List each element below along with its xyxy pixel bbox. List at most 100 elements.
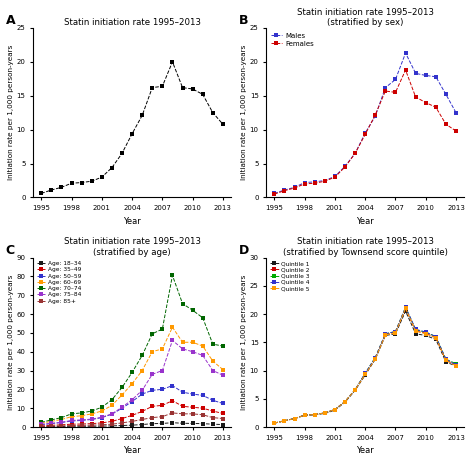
Quintile 1	[433, 337, 439, 342]
Quintile 3	[352, 387, 358, 393]
Quintile 5	[292, 416, 297, 421]
Age: 75–84: (2.01e+03, 40): 75–84: (2.01e+03, 40)	[190, 349, 195, 355]
Quintile 1	[373, 357, 378, 362]
Age: 75–84: (2e+03, 2): 75–84: (2e+03, 2)	[48, 420, 54, 426]
Age: 18–34: (2e+03, 0.4): 18–34: (2e+03, 0.4)	[79, 424, 84, 429]
Age: 75–84: (2e+03, 7): 75–84: (2e+03, 7)	[109, 411, 115, 417]
Age: 70–74: (2e+03, 14.5): 70–74: (2e+03, 14.5)	[109, 397, 115, 402]
Age: 75–84: (2.01e+03, 30): 75–84: (2.01e+03, 30)	[160, 368, 165, 373]
Age: 35–49: (2.01e+03, 11): 35–49: (2.01e+03, 11)	[180, 404, 185, 409]
Age: 60–69: (2.01e+03, 43): 60–69: (2.01e+03, 43)	[200, 343, 206, 349]
Age: 70–74: (2e+03, 29): 70–74: (2e+03, 29)	[129, 369, 135, 375]
Legend: Age: 18–34, Age: 35–49, Age: 50–59, Age: 60–69, Age: 70–74, Age: 75–84, Age: 85+: Age: 18–34, Age: 35–49, Age: 50–59, Age:…	[36, 260, 82, 304]
Quintile 5	[352, 387, 358, 393]
Line: Quintile 3: Quintile 3	[273, 306, 457, 425]
Quintile 3	[282, 418, 287, 424]
Quintile 3	[332, 407, 338, 412]
Quintile 3	[413, 327, 419, 332]
Females	[433, 105, 439, 110]
Quintile 2	[383, 332, 388, 337]
Age: 85+: (2e+03, 2.2): 85+: (2e+03, 2.2)	[119, 420, 125, 425]
Quintile 1	[272, 420, 277, 426]
Males	[322, 178, 328, 183]
Age: 35–49: (2e+03, 1.8): 35–49: (2e+03, 1.8)	[89, 421, 95, 426]
Age: 75–84: (2.01e+03, 41.5): 75–84: (2.01e+03, 41.5)	[180, 346, 185, 351]
Quintile 4	[383, 331, 388, 337]
Age: 35–49: (2.01e+03, 14): 35–49: (2.01e+03, 14)	[170, 398, 175, 403]
Quintile 3	[392, 329, 398, 334]
Females	[342, 164, 348, 170]
Age: 35–49: (2.01e+03, 8.5): 35–49: (2.01e+03, 8.5)	[210, 408, 216, 414]
Age: 60–69: (2e+03, 7): 60–69: (2e+03, 7)	[89, 411, 95, 417]
X-axis label: Year: Year	[356, 446, 374, 455]
Females	[292, 185, 297, 191]
Quintile 1	[282, 418, 287, 424]
Females	[332, 175, 338, 180]
Age: 60–69: (2.01e+03, 41.5): 60–69: (2.01e+03, 41.5)	[160, 346, 165, 351]
Quintile 4	[373, 355, 378, 360]
Quintile 2	[403, 306, 409, 311]
Quintile 1	[413, 331, 419, 337]
Males	[373, 113, 378, 119]
Quintile 3	[292, 416, 297, 421]
Title: Statin initiation rate 1995–2013
(stratified by Townsend score quintile): Statin initiation rate 1995–2013 (strati…	[283, 238, 447, 257]
Females	[443, 121, 449, 127]
Age: 35–49: (2e+03, 1.2): 35–49: (2e+03, 1.2)	[59, 422, 64, 427]
Quintile 2	[332, 407, 338, 412]
Age: 18–34: (2e+03, 0.4): 18–34: (2e+03, 0.4)	[69, 424, 74, 429]
Quintile 1	[302, 413, 308, 418]
Males	[443, 92, 449, 97]
Quintile 4	[292, 416, 297, 421]
Age: 85+: (2.01e+03, 5): 85+: (2.01e+03, 5)	[149, 415, 155, 420]
Line: Age: 50–59: Age: 50–59	[40, 384, 225, 426]
Quintile 4	[403, 305, 409, 310]
Line: Quintile 2: Quintile 2	[273, 307, 457, 425]
Quintile 2	[292, 416, 297, 421]
Age: 75–84: (2e+03, 10.5): 75–84: (2e+03, 10.5)	[119, 405, 125, 410]
Quintile 4	[352, 387, 358, 393]
Quintile 4	[453, 362, 459, 368]
Line: Males: Males	[273, 51, 457, 195]
Quintile 5	[373, 356, 378, 362]
Age: 50–59: (2e+03, 13.5): 50–59: (2e+03, 13.5)	[129, 399, 135, 404]
Males	[312, 179, 318, 185]
Quintile 5	[362, 372, 368, 377]
Quintile 5	[423, 331, 428, 337]
Age: 70–74: (2e+03, 7): 70–74: (2e+03, 7)	[69, 411, 74, 417]
Quintile 3	[423, 329, 428, 335]
Line: Age: 35–49: Age: 35–49	[40, 399, 225, 427]
Age: 75–84: (2e+03, 19.5): 75–84: (2e+03, 19.5)	[139, 388, 145, 393]
Quintile 1	[453, 363, 459, 369]
Age: 18–34: (2e+03, 0.3): 18–34: (2e+03, 0.3)	[59, 424, 64, 429]
Age: 50–59: (2.01e+03, 22): 50–59: (2.01e+03, 22)	[170, 383, 175, 388]
Age: 60–69: (2e+03, 23): 60–69: (2e+03, 23)	[129, 381, 135, 387]
Quintile 4	[282, 418, 287, 424]
Males	[433, 74, 439, 80]
Age: 70–74: (2.01e+03, 65.5): 70–74: (2.01e+03, 65.5)	[180, 301, 185, 307]
Age: 18–34: (2.01e+03, 1.9): 18–34: (2.01e+03, 1.9)	[190, 421, 195, 426]
Age: 60–69: (2e+03, 5.5): 60–69: (2e+03, 5.5)	[69, 414, 74, 419]
Age: 18–34: (2.01e+03, 2): 18–34: (2.01e+03, 2)	[180, 420, 185, 426]
Age: 60–69: (2e+03, 30): 60–69: (2e+03, 30)	[139, 368, 145, 373]
Title: Statin initiation rate 1995–2013
(stratified by sex): Statin initiation rate 1995–2013 (strati…	[297, 8, 434, 27]
Females	[403, 67, 409, 73]
Age: 75–84: (2.01e+03, 38): 75–84: (2.01e+03, 38)	[200, 353, 206, 358]
Age: 60–69: (2.01e+03, 40): 60–69: (2.01e+03, 40)	[149, 349, 155, 355]
Age: 35–49: (2e+03, 3): 35–49: (2e+03, 3)	[109, 419, 115, 424]
Age: 18–34: (2.01e+03, 1.8): 18–34: (2.01e+03, 1.8)	[200, 421, 206, 426]
Y-axis label: Initiation rate per 1,000 person-years: Initiation rate per 1,000 person-years	[241, 275, 247, 410]
Quintile 1	[322, 411, 328, 416]
Age: 60–69: (2e+03, 8.5): 60–69: (2e+03, 8.5)	[99, 408, 105, 414]
Age: 75–84: (2e+03, 5.2): 75–84: (2e+03, 5.2)	[99, 414, 105, 420]
Age: 75–84: (2e+03, 14.5): 75–84: (2e+03, 14.5)	[129, 397, 135, 402]
Age: 35–49: (2.01e+03, 10): 35–49: (2.01e+03, 10)	[200, 406, 206, 411]
Males	[392, 77, 398, 82]
Age: 60–69: (2.01e+03, 53): 60–69: (2.01e+03, 53)	[170, 325, 175, 330]
Age: 35–49: (2e+03, 1.5): 35–49: (2e+03, 1.5)	[69, 421, 74, 427]
Quintile 3	[383, 331, 388, 337]
Age: 50–59: (2.01e+03, 20): 50–59: (2.01e+03, 20)	[160, 387, 165, 392]
Age: 50–59: (2e+03, 3.5): 50–59: (2e+03, 3.5)	[79, 418, 84, 423]
Quintile 5	[413, 328, 419, 334]
Age: 18–34: (2e+03, 0.4): 18–34: (2e+03, 0.4)	[89, 424, 95, 429]
Quintile 5	[332, 407, 338, 412]
